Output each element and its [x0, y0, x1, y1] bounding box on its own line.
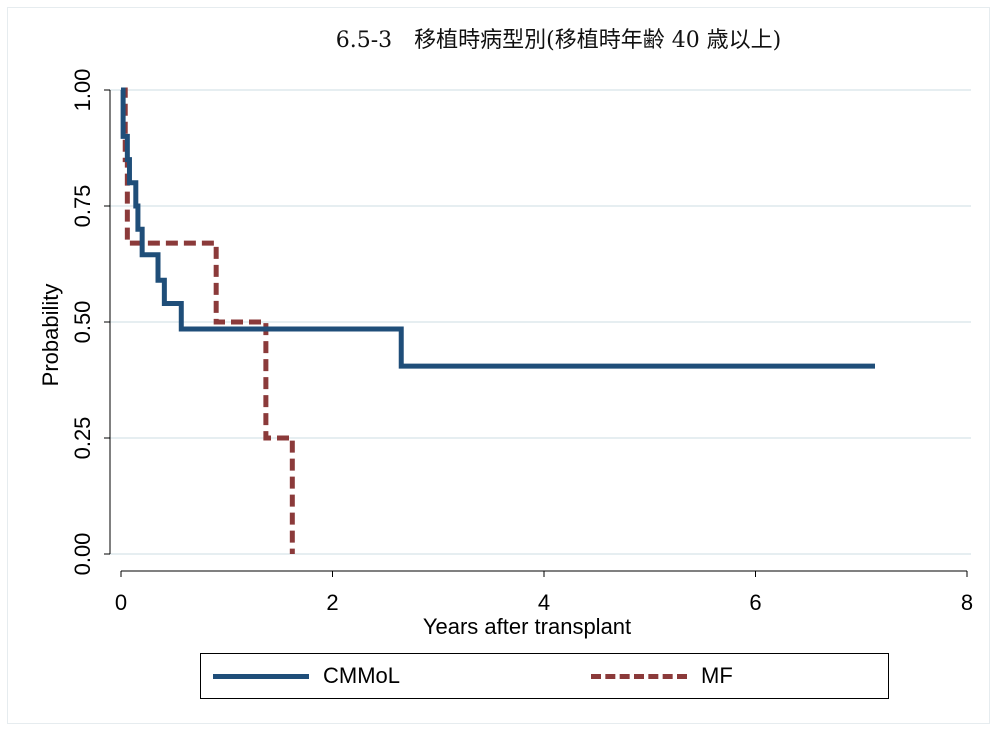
y-tick-label: 0.50 [70, 301, 95, 344]
y-tick-label: 0.25 [70, 417, 95, 460]
y-tick-label: 1.00 [70, 69, 95, 112]
legend-label-mf: MF [701, 663, 733, 688]
curve-cmmol [120, 87, 875, 369]
legend-swatch-cmmol [213, 673, 309, 679]
legend: CMMoL MF [200, 653, 889, 699]
legend-label-cmmol: CMMoL [323, 663, 401, 688]
x-axis-title: Years after transplant [423, 614, 631, 639]
chart-title: 6.5-3 移植時病型別(移植時年齢 40 歳以上) [335, 28, 782, 53]
survival-curves [120, 87, 875, 554]
y-axis-title: Probability [38, 284, 63, 387]
legend-swatch-mf [591, 673, 687, 679]
x-tick-label: 8 [961, 590, 973, 615]
x-tick-label: 0 [115, 590, 127, 615]
axes: 0.00 0.25 0.50 0.75 1.00 0 2 4 6 8 [70, 69, 973, 615]
legend-item-mf: MF [591, 654, 733, 698]
x-tick-label: 4 [538, 590, 550, 615]
y-tick-label: 0.75 [70, 185, 95, 228]
x-tick-label: 6 [749, 590, 761, 615]
legend-item-cmmol: CMMoL [213, 654, 400, 698]
chart-frame [7, 7, 990, 724]
y-tick-label: 0.00 [70, 533, 95, 576]
x-tick-label: 2 [326, 590, 338, 615]
